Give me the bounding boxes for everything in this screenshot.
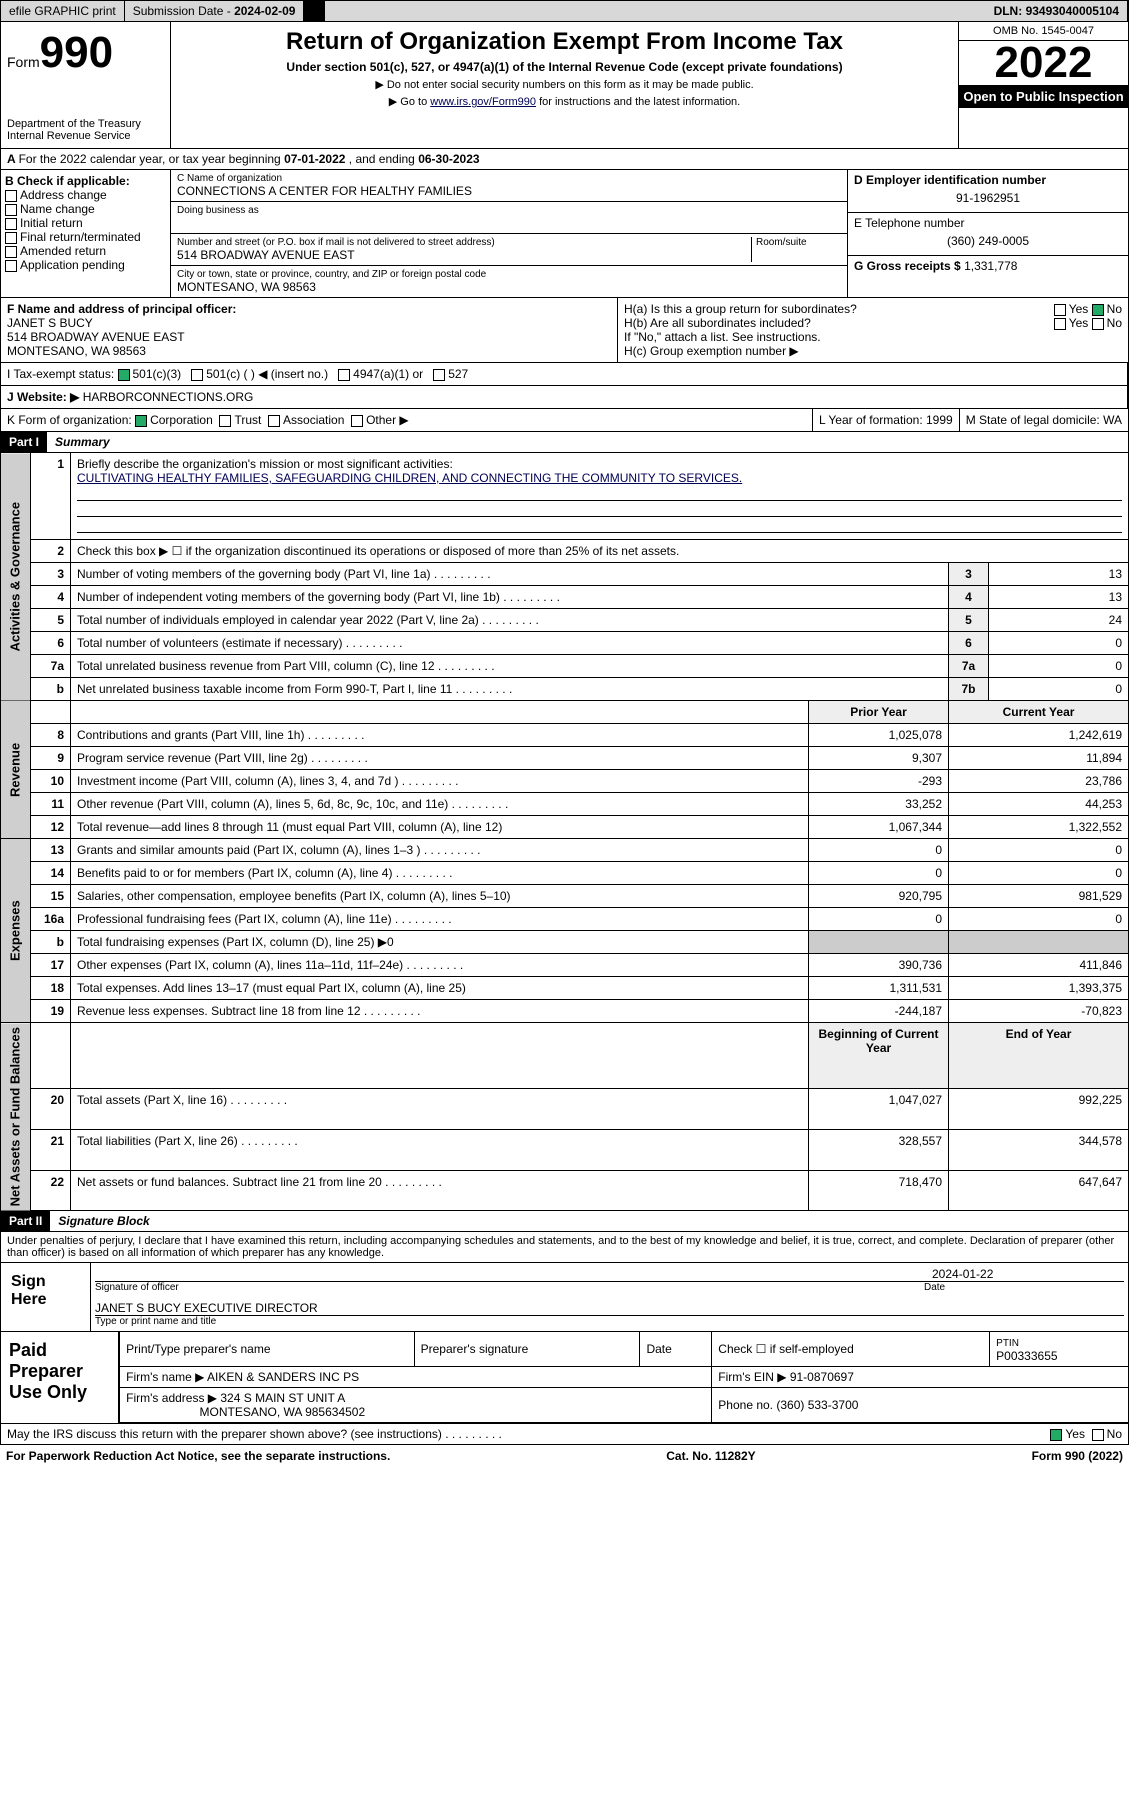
tab-expenses: Expenses xyxy=(1,839,31,1023)
row-j: J Website: ▶ HARBORCONNECTIONS.ORG xyxy=(0,386,1129,409)
row-i: I Tax-exempt status: 501(c)(3) 501(c) ( … xyxy=(0,363,1129,386)
section-fh: F Name and address of principal officer:… xyxy=(0,298,1129,363)
topbar: efile GRAPHIC print Submission Date - 20… xyxy=(0,0,1129,22)
box-deg: D Employer identification number91-19629… xyxy=(848,170,1128,297)
form-note1: ▶ Do not enter social security numbers o… xyxy=(177,78,952,91)
submission-bar xyxy=(304,1,324,21)
summary-table: Activities & Governance 1Briefly describ… xyxy=(0,453,1129,1211)
sign-block: Sign Here 2024-01-22 Signature of office… xyxy=(0,1263,1129,1332)
penalty-text: Under penalties of perjury, I declare th… xyxy=(0,1232,1129,1263)
irs-label: Internal Revenue Service xyxy=(7,130,164,142)
form-header: Form990 Department of the Treasury Inter… xyxy=(0,22,1129,149)
discuss-line: May the IRS discuss this return with the… xyxy=(0,1424,1129,1445)
form-subtitle: Under section 501(c), 527, or 4947(a)(1)… xyxy=(177,60,952,74)
form-title: Return of Organization Exempt From Incom… xyxy=(177,28,952,56)
tab-revenue: Revenue xyxy=(1,701,31,839)
dln: DLN: 93493040005104 xyxy=(986,1,1128,21)
submission-date: Submission Date - 2024-02-09 xyxy=(125,1,305,21)
tab-governance: Activities & Governance xyxy=(1,453,31,701)
open-inspection: Open to Public Inspection xyxy=(959,85,1128,108)
tax-year: 2022 xyxy=(959,41,1128,85)
efile-badge[interactable]: efile GRAPHIC print xyxy=(1,1,125,21)
preparer-block: Paid Preparer Use Only Print/Type prepar… xyxy=(0,1332,1129,1424)
row-klm: K Form of organization: Corporation Trus… xyxy=(0,409,1129,432)
dept-label: Department of the Treasury xyxy=(7,118,164,130)
part2-header: Part II Signature Block xyxy=(0,1211,1129,1232)
tab-netassets: Net Assets or Fund Balances xyxy=(1,1023,31,1211)
box-c: C Name of organizationCONNECTIONS A CENT… xyxy=(171,170,848,297)
period-line: A For the 2022 calendar year, or tax yea… xyxy=(0,149,1129,170)
page-footer: For Paperwork Reduction Act Notice, see … xyxy=(0,1445,1129,1467)
section-bcde: B Check if applicable: Address change Na… xyxy=(0,170,1129,298)
form-number: Form990 xyxy=(7,28,164,78)
box-b: B Check if applicable: Address change Na… xyxy=(1,170,171,297)
part1-header: Part I Summary xyxy=(0,432,1129,453)
form-note2: ▶ Go to www.irs.gov/Form990 for instruct… xyxy=(177,95,952,108)
